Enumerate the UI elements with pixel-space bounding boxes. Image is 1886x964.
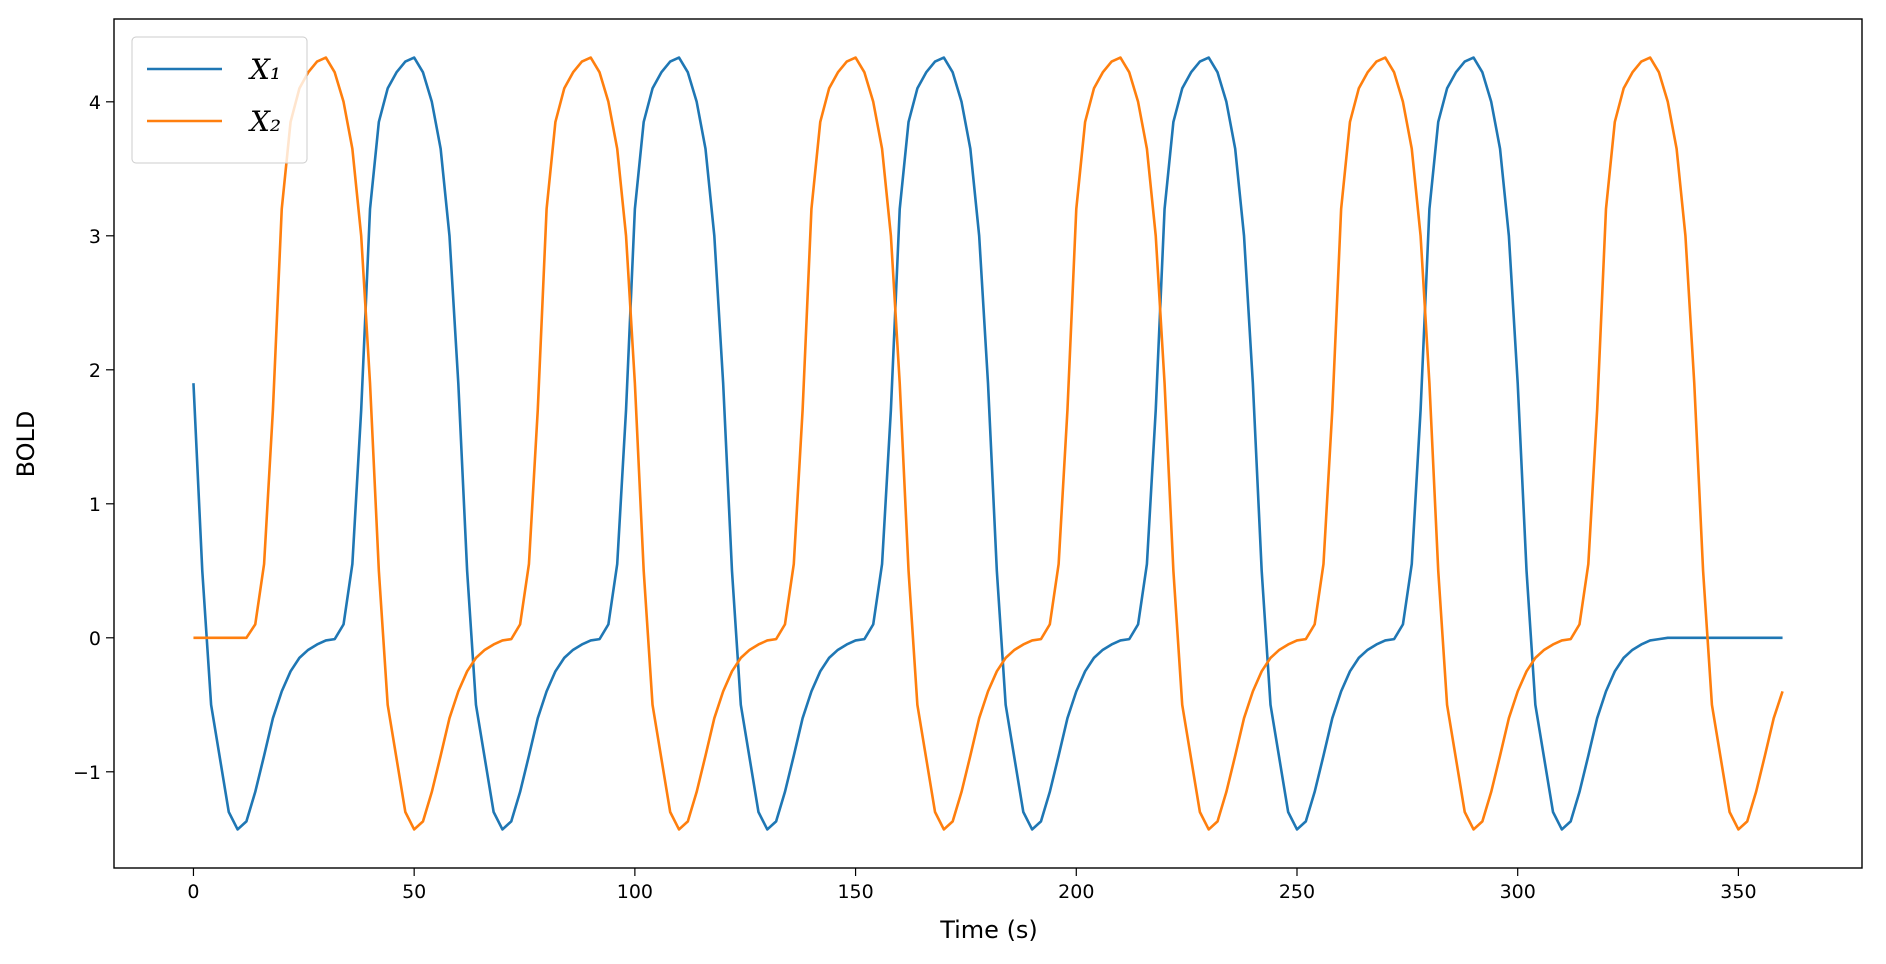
x-tick-label: 350 <box>1720 881 1756 903</box>
plot-frame <box>113 18 1863 869</box>
x-tick-label: 100 <box>617 881 653 903</box>
y-tick-label: 2 <box>89 360 101 382</box>
series-line <box>192 56 1783 831</box>
x-tick-label: 250 <box>1279 881 1315 903</box>
y-tick-label: 0 <box>89 628 101 650</box>
y-tick-label: 4 <box>89 92 101 114</box>
x-tick-label: 300 <box>1500 881 1536 903</box>
series-line <box>193 56 1784 831</box>
x-tick-label: 50 <box>402 881 426 903</box>
legend-label: X₁ <box>248 53 281 86</box>
y-axis-label: BOLD <box>12 411 40 478</box>
legend-label: X₂ <box>248 105 281 138</box>
x-tick-label: 150 <box>837 881 873 903</box>
legend: X₁ X₂ <box>131 36 308 164</box>
x-tick-label: 0 <box>187 881 199 903</box>
x-tick-label: 200 <box>1058 881 1094 903</box>
y-tick-label: 3 <box>89 226 101 248</box>
y-tick-label: 1 <box>89 494 101 516</box>
x-axis-label: Time (s) <box>939 916 1038 944</box>
y-tick-label: −1 <box>73 762 101 784</box>
